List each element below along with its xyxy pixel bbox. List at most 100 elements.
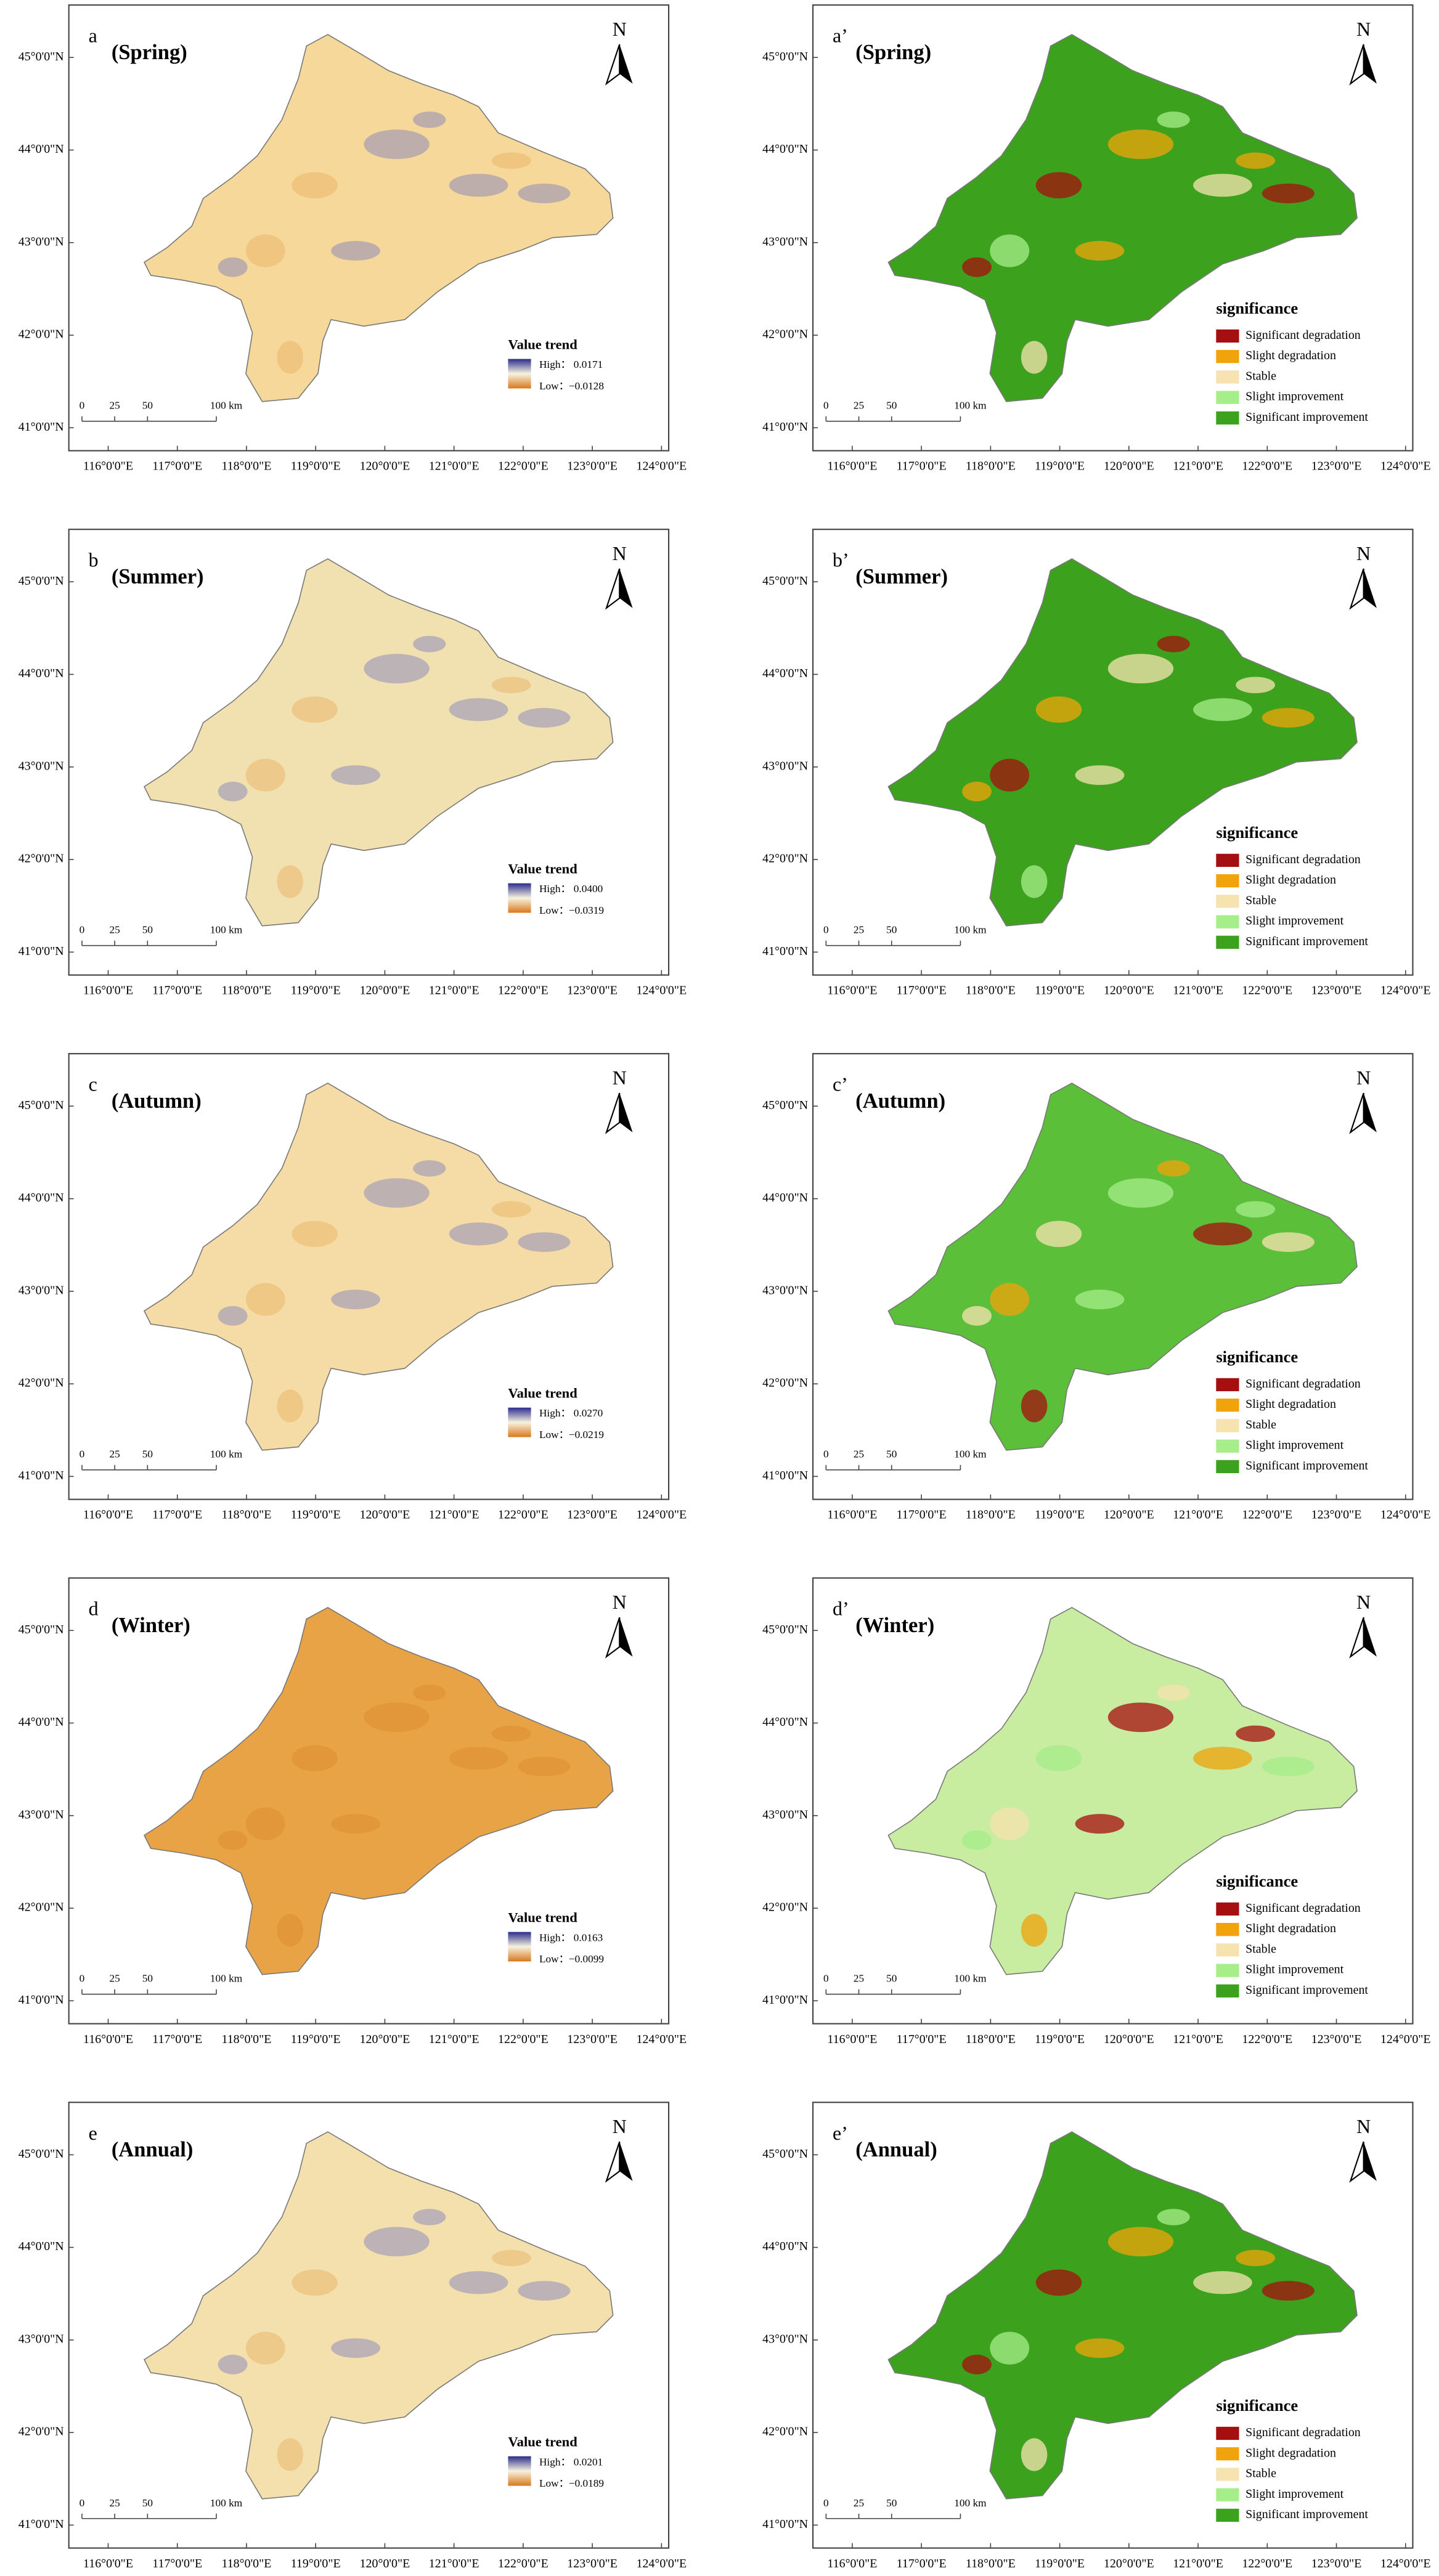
region-patch — [277, 865, 303, 898]
region-patch — [962, 1306, 992, 1326]
map-panel: 45°0'0"N 44°0'0"N 43°0'0"N 42°0'0"N 41°0'0"N… — [762, 4, 1431, 473]
lat-label: 41°0'0"N — [762, 945, 808, 958]
region-patch — [1075, 2338, 1125, 2359]
legend-item: Slight improvement — [1245, 390, 1343, 404]
lat-label: 44°0'0"N — [762, 142, 808, 156]
lat-label: 41°0'0"N — [18, 1469, 64, 1482]
region-patch — [990, 1807, 1030, 1840]
region-patch — [291, 2269, 338, 2296]
region-patch — [277, 1914, 303, 1947]
lon-label: 119°0'0"E — [1035, 1508, 1085, 1522]
legend-high: 0.0163 — [574, 1932, 603, 1943]
region-patch — [1107, 129, 1174, 160]
region-patch — [245, 1807, 285, 1840]
region-patch — [491, 1725, 531, 1742]
legend-item: Slight degradation — [1245, 2446, 1336, 2460]
lon-label: 121°0'0"E — [1173, 2033, 1223, 2046]
lon-label: 116°0'0"E — [827, 2557, 877, 2570]
scale-label: 0 — [79, 400, 85, 412]
scale-label: 50 — [142, 924, 153, 936]
panel-letter: c’ — [833, 1074, 848, 1095]
legend-swatch — [1216, 1419, 1239, 1432]
scale-label: 100 km — [210, 1973, 243, 1985]
panel-letter: e’ — [833, 2123, 848, 2144]
region-patch — [331, 1814, 380, 1834]
scale-label: 50 — [142, 400, 153, 412]
region-patch — [364, 1702, 430, 1733]
lat-label: 41°0'0"N — [18, 945, 64, 958]
north-arrow-right — [1363, 569, 1377, 608]
north-arrow-right — [619, 44, 633, 84]
lat-label: 45°0'0"N — [762, 1099, 808, 1112]
map-panel: 45°0'0"N 44°0'0"N 43°0'0"N 42°0'0"N 41°0'0"N… — [762, 1577, 1431, 2046]
region-patch — [291, 1745, 338, 1772]
scale-label: 50 — [142, 1448, 153, 1460]
legend-swatch — [1216, 935, 1239, 949]
region-patch — [990, 234, 1030, 267]
legend-item: Slight degradation — [1245, 1922, 1336, 1935]
lat-label: 41°0'0"N — [18, 1993, 64, 2007]
lon-label: 121°0'0"E — [429, 2557, 479, 2570]
region-patch — [331, 1290, 380, 1310]
legend-swatch — [1216, 2468, 1239, 2481]
lat-label: 45°0'0"N — [18, 1099, 64, 1112]
region — [143, 558, 614, 927]
lon-label: 116°0'0"E — [827, 1508, 877, 1522]
lon-label: 117°0'0"E — [897, 1508, 947, 1522]
lat-label: 41°0'0"N — [762, 1469, 808, 1482]
lat-label: 44°0'0"N — [18, 1191, 64, 1205]
region-patch — [1075, 765, 1125, 786]
north-arrow-left — [1349, 2141, 1364, 2183]
lon-label: 118°0'0"E — [221, 2033, 271, 2046]
lon-label: 123°0'0"E — [567, 984, 618, 997]
lon-label: 119°0'0"E — [1035, 984, 1085, 997]
region-patch — [1021, 341, 1048, 374]
region-patch — [1193, 1747, 1252, 1770]
lon-label: 119°0'0"E — [291, 1508, 341, 1522]
north-arrow-left — [1349, 1092, 1364, 1134]
lon-label: 120°0'0"E — [360, 460, 410, 473]
lon-label: 116°0'0"E — [827, 984, 877, 997]
scale-label: 100 km — [954, 2497, 987, 2509]
region-patch — [491, 1201, 531, 1218]
legend-ramp — [508, 883, 531, 913]
north-arrow-right — [619, 2142, 633, 2181]
scale-label: 25 — [110, 1448, 120, 1460]
panel-letter: c — [89, 1074, 97, 1095]
region-patch — [245, 2331, 285, 2365]
legend-swatch — [1216, 1439, 1239, 1453]
region-patch — [277, 1389, 303, 1423]
scale-label: 0 — [823, 924, 829, 936]
legend-item: Stable — [1245, 893, 1276, 907]
region-patch — [990, 1283, 1030, 1316]
region-patch — [1262, 2281, 1315, 2301]
scale-label: 100 km — [954, 1448, 987, 1460]
region-patch — [1262, 184, 1315, 203]
region-patch — [413, 1684, 446, 1701]
region-patch — [491, 2249, 531, 2267]
legend-item: Stable — [1245, 2467, 1276, 2481]
region-patch — [245, 758, 285, 792]
lon-label: 116°0'0"E — [83, 1508, 133, 1522]
north-label: N — [1356, 543, 1371, 564]
legend-item: Slight degradation — [1245, 349, 1336, 362]
lon-label: 122°0'0"E — [498, 1508, 548, 1522]
lon-label: 123°0'0"E — [1311, 2033, 1362, 2046]
lon-label: 122°0'0"E — [1242, 2033, 1292, 2046]
map-panel: 45°0'0"N 44°0'0"N 43°0'0"N 42°0'0"N 41°0'0"N… — [18, 1577, 687, 2046]
lon-label: 120°0'0"E — [1104, 1508, 1154, 1522]
region-patch — [1021, 865, 1048, 898]
legend-low-label: Low： — [539, 1429, 569, 1440]
region-patch — [218, 257, 248, 277]
region-patch — [962, 1830, 992, 1850]
legend-high-label: High： — [539, 1932, 571, 1943]
lon-label: 119°0'0"E — [291, 460, 341, 473]
legend-title: Value trend — [508, 1386, 577, 1401]
lat-label: 45°0'0"N — [18, 1623, 64, 1636]
legend-title: Value trend — [508, 1910, 577, 1925]
scale-label: 100 km — [210, 924, 243, 936]
region-patch — [962, 257, 992, 277]
region-patch — [291, 172, 338, 198]
scale-label: 0 — [823, 1973, 829, 1985]
